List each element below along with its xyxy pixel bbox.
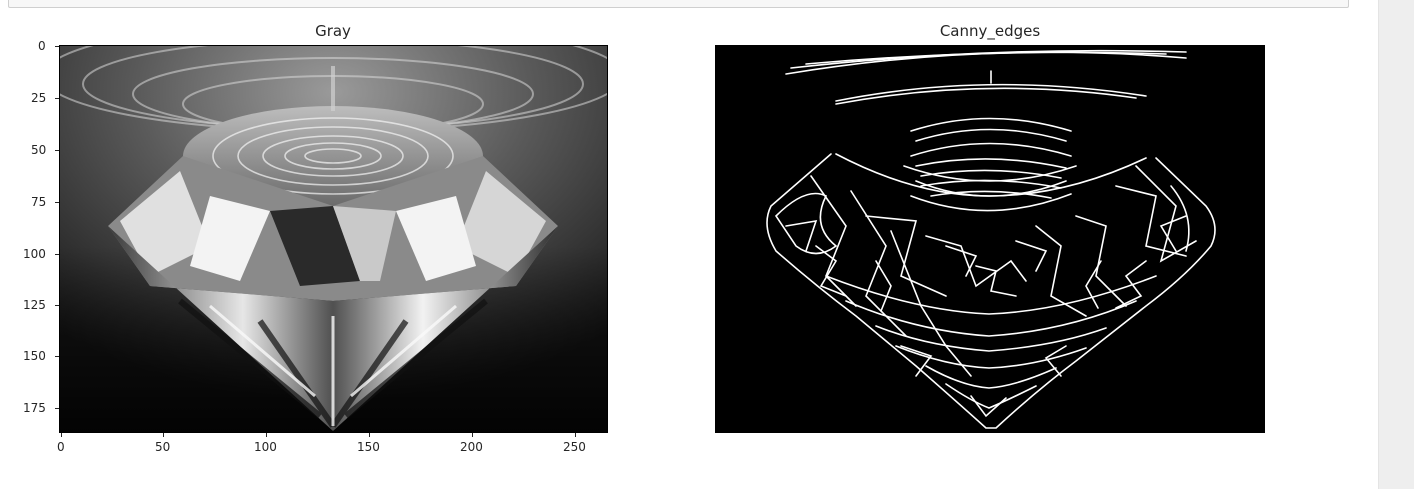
y-tick-label: 125 [23,298,46,312]
y-tick-label: 0 [38,39,46,53]
x-tick-label: 150 [357,440,380,454]
x-tick-label: 250 [563,440,586,454]
x-tick-mark [266,433,267,437]
y-tick-mark [55,305,59,306]
x-tick-label: 50 [155,440,171,454]
y-tick-mark [55,356,59,357]
y-tick-mark [55,98,59,99]
y-tick-label: 50 [31,143,47,157]
y-tick-label: 175 [23,401,46,415]
y-tick-label: 75 [31,195,47,209]
y-tick-mark [55,254,59,255]
scrollbar-edge [1378,0,1379,489]
gray-image [59,45,608,433]
page-scrollbar[interactable] [1378,0,1414,489]
x-tick-label: 0 [57,440,65,454]
x-tick-mark [472,433,473,437]
x-tick-label: 200 [460,440,483,454]
x-tick-mark [575,433,576,437]
canny-edges-image [715,45,1265,433]
y-tick-mark [55,202,59,203]
y-tick-label: 100 [23,247,46,261]
canny-edges-plot-title: Canny_edges [939,22,1041,40]
y-tick-label: 150 [23,349,46,363]
y-tick-mark [55,46,59,47]
gray-plot-title: Gray [315,22,351,40]
y-tick-mark [55,150,59,151]
y-tick-label: 25 [31,91,47,105]
x-tick-mark [369,433,370,437]
notebook-cell-bottom-border [8,0,1349,8]
x-tick-mark [61,433,62,437]
x-tick-label: 100 [254,440,277,454]
x-tick-mark [163,433,164,437]
y-tick-mark [55,408,59,409]
